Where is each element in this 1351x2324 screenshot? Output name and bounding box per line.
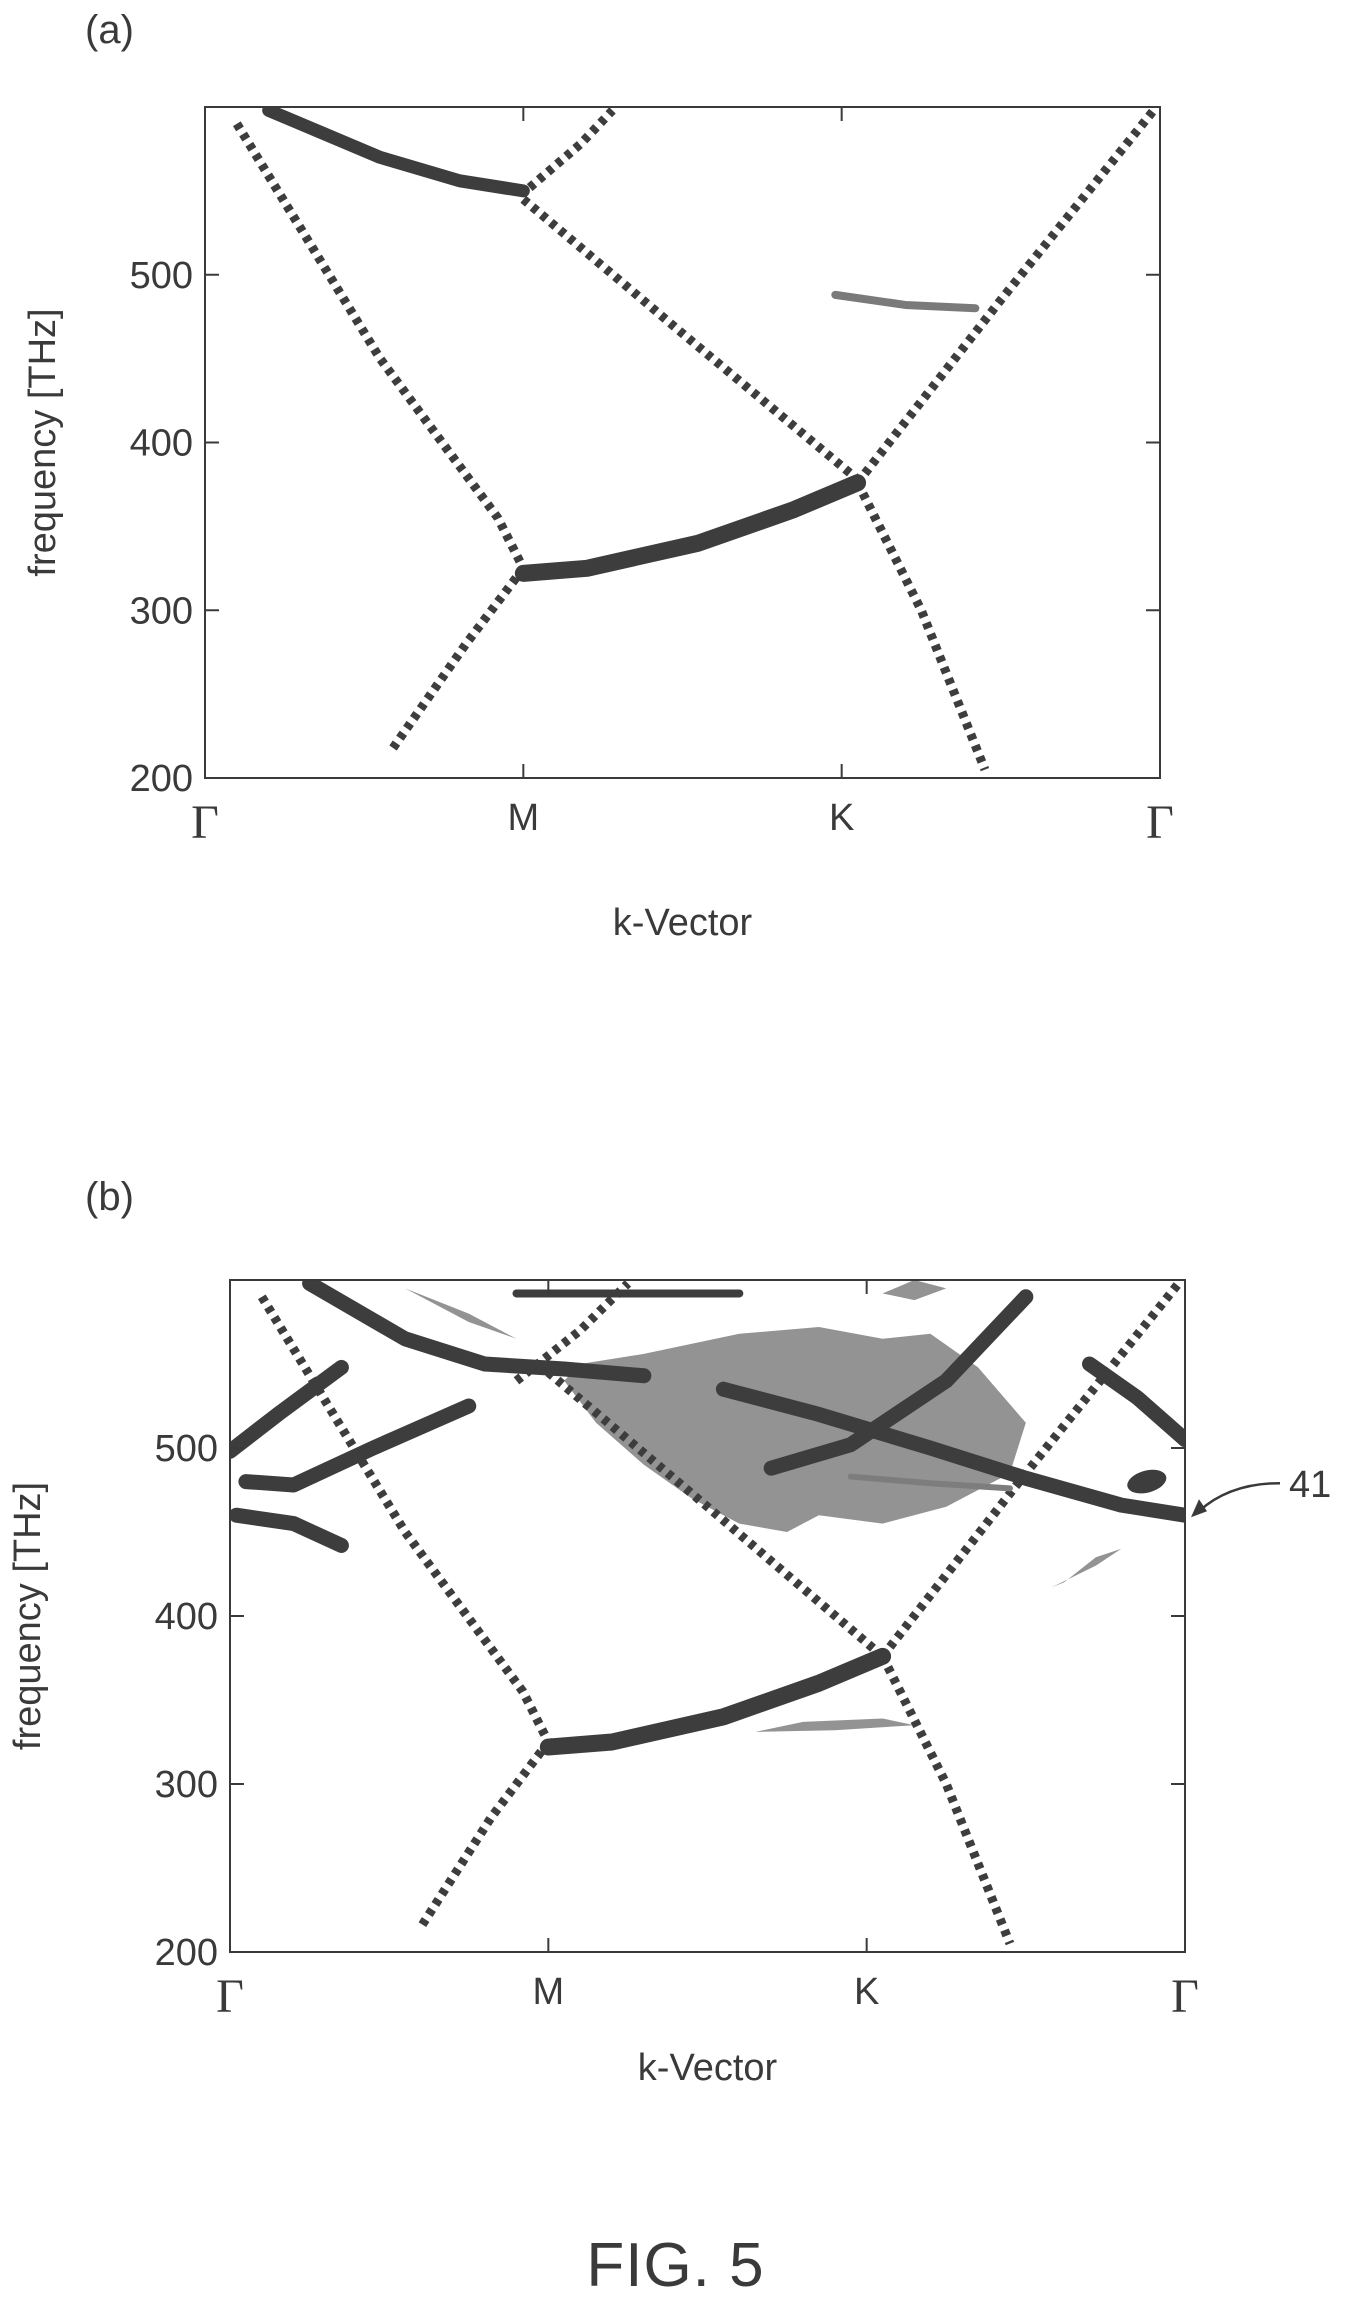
y-axis-label: frequency [THz] bbox=[7, 1482, 49, 1750]
band-region bbox=[755, 1718, 915, 1732]
plot-frame bbox=[204, 106, 1161, 779]
series-line bbox=[854, 107, 1158, 486]
band-region bbox=[564, 1327, 1026, 1532]
figure-caption: FIG. 5 bbox=[586, 2231, 765, 2300]
y-tick-label: 500 bbox=[155, 1428, 218, 1470]
series-line bbox=[514, 474, 867, 582]
series-line bbox=[878, 1654, 1015, 1946]
series-line bbox=[230, 1359, 349, 1459]
x-tick-label: Γ bbox=[216, 1970, 244, 2023]
series-line bbox=[526, 107, 616, 191]
series-line bbox=[545, 1368, 886, 1660]
x-tick-label: M bbox=[533, 1971, 565, 2013]
y-tick-label: 500 bbox=[130, 255, 193, 297]
series-line bbox=[417, 1739, 552, 1930]
series-line bbox=[715, 1381, 1185, 1523]
callout-leader bbox=[1198, 1481, 1281, 1513]
series-line bbox=[302, 1280, 652, 1384]
series-line bbox=[262, 107, 530, 198]
x-tick-label: Γ bbox=[1171, 1970, 1199, 2023]
series-line bbox=[230, 1507, 349, 1553]
x-tick-label: Γ bbox=[1146, 796, 1174, 849]
plot-area bbox=[232, 107, 1158, 772]
series-line bbox=[232, 121, 528, 571]
series-line bbox=[831, 290, 980, 313]
series-line bbox=[238, 1398, 477, 1493]
series-line bbox=[1082, 1356, 1185, 1448]
marker-blob bbox=[1127, 1469, 1167, 1494]
x-tick-label: Γ bbox=[191, 796, 219, 849]
panel-b-label: (b) bbox=[85, 1175, 134, 1219]
x-tick-label: M bbox=[508, 797, 540, 839]
y-tick-label: 400 bbox=[130, 423, 193, 465]
y-tick-label: 400 bbox=[155, 1596, 218, 1638]
series-line bbox=[763, 1289, 1034, 1476]
x-tick-label: K bbox=[829, 797, 854, 839]
chart-b: 200 300 400 500 Γ M K Γk-Vector frequency [THz] 4… bbox=[7, 1279, 1331, 2089]
series-line bbox=[853, 480, 990, 772]
y-tick-label: 200 bbox=[130, 758, 193, 800]
band-region bbox=[405, 1288, 517, 1339]
y-axis-label: frequency [THz] bbox=[22, 308, 64, 576]
panel-a-label: (a) bbox=[85, 8, 134, 52]
x-tick-label: K bbox=[854, 1971, 879, 2013]
series-line bbox=[513, 1280, 632, 1385]
band-region bbox=[1051, 1548, 1122, 1588]
callout-arrowhead bbox=[1191, 1499, 1207, 1518]
x-axis-label: k-Vector bbox=[613, 902, 753, 944]
x-axis-label: k-Vector bbox=[638, 2047, 778, 2089]
series-line bbox=[847, 1473, 1013, 1492]
y-tick-label: 200 bbox=[155, 1932, 218, 1974]
band-region bbox=[882, 1280, 947, 1301]
series-line bbox=[257, 1294, 553, 1745]
chart-a: 200 300 400 500 Γ M K Γk-Vector frequency [THz] bbox=[22, 106, 1174, 944]
series-line bbox=[539, 1647, 892, 1756]
plot-area bbox=[230, 1280, 1185, 1946]
y-tick-label: 300 bbox=[130, 590, 193, 632]
series-line bbox=[520, 195, 861, 483]
series-line bbox=[385, 565, 527, 756]
callout-label: 41 bbox=[1289, 1464, 1331, 1506]
y-tick-label: 300 bbox=[155, 1764, 218, 1806]
